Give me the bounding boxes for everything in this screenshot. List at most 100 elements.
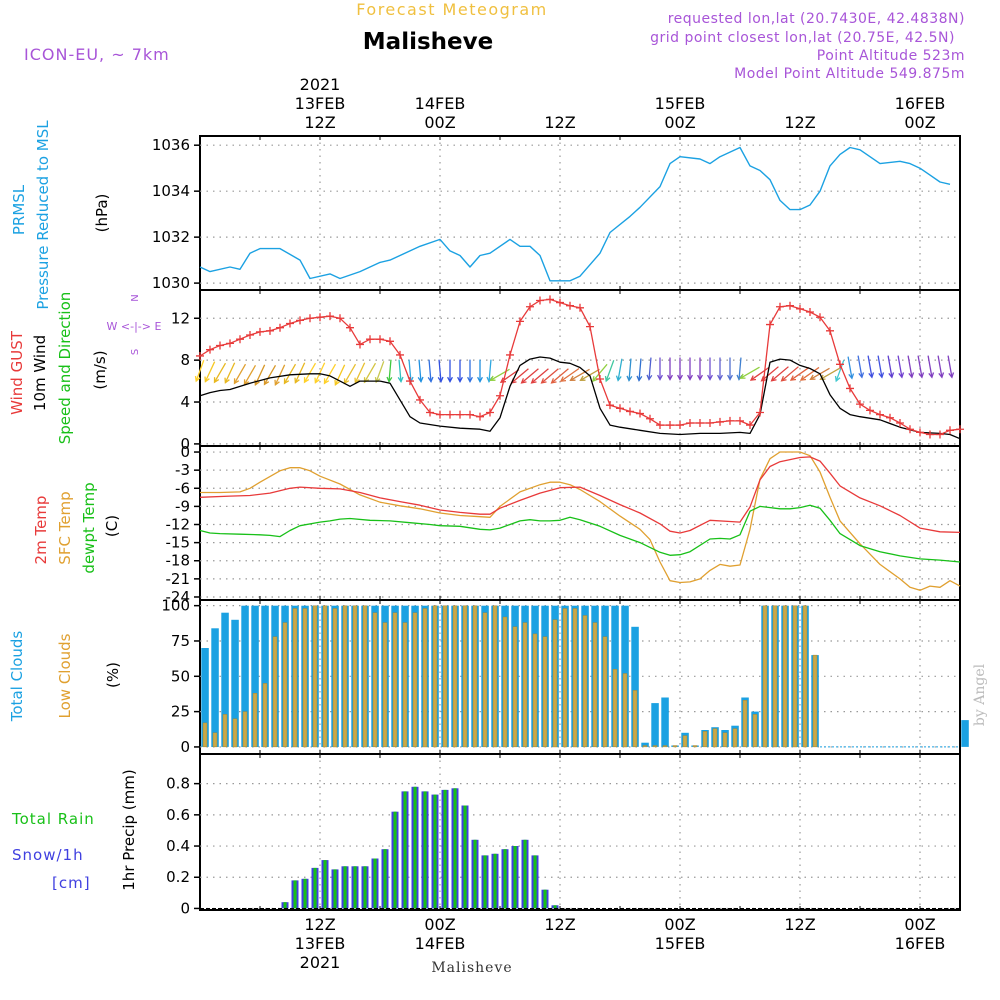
low-cloud-bar [492, 605, 498, 748]
precip-bar [303, 878, 307, 909]
gust-marker [456, 410, 464, 419]
gust-marker [466, 410, 474, 419]
wind-arrow-head [626, 375, 633, 382]
wind-arrow [907, 355, 913, 378]
wind-arrow [343, 363, 357, 384]
pressure-ytick-label: 1034 [152, 182, 190, 200]
low-cloud-bar [332, 608, 338, 748]
low-cloud-bar [372, 612, 378, 748]
precip-bar [483, 855, 487, 909]
gust-marker [736, 416, 744, 425]
temp-ytick-label: -18 [166, 552, 191, 570]
bottom-tick-label: 12Z [304, 915, 335, 934]
wind-arrow-head [437, 376, 444, 383]
label-low-clouds: Low Clouds [56, 633, 74, 718]
precip-bar [383, 849, 387, 909]
wind-arrow-head [799, 375, 807, 381]
station-title: Malisheve [363, 29, 493, 55]
low-cloud-bar [242, 711, 248, 748]
low-cloud-bar [532, 633, 538, 748]
panel-wind: 0 4 8 12 [171, 289, 964, 453]
low-cloud-bar [732, 728, 738, 748]
wind-arrow-head [908, 372, 915, 379]
wind-ytick-label: 0 [180, 435, 190, 453]
gust-marker [696, 418, 704, 427]
gust-marker [246, 331, 254, 340]
low-cloud-bar [342, 605, 348, 748]
panel-temp: 0-3-6-9-12-15-18-21-24 [166, 443, 961, 606]
gust-marker [486, 408, 494, 417]
low-cloud-bar [572, 608, 578, 748]
pressure-ytick-label: 1032 [152, 228, 190, 246]
wind-arrow [438, 359, 442, 382]
wind-arrow [274, 364, 286, 386]
gust-marker [616, 404, 624, 413]
wind-arrow-head [499, 377, 507, 383]
low-cloud-bar [502, 616, 508, 748]
wind-arrow [820, 367, 840, 380]
total-cloud-bar [651, 703, 659, 747]
wind-arrow-head [303, 377, 310, 384]
precip-bar [423, 791, 427, 909]
low-cloud-bar [772, 605, 778, 748]
wind-arrow [398, 359, 402, 382]
precip-bar [363, 866, 367, 909]
gust-marker [826, 326, 834, 335]
total-cloud-bar [661, 697, 669, 747]
gust-marker [206, 345, 214, 354]
low-cloud-bar [742, 700, 748, 748]
wind-arrow [617, 358, 623, 381]
gust-marker [556, 298, 564, 307]
low-cloud-bar [652, 745, 658, 748]
wind-arrow-head [263, 379, 270, 386]
gust-marker [606, 401, 614, 410]
label-10m-wind: 10m Wind [31, 335, 49, 411]
wind-arrow [738, 357, 742, 380]
credit-watermark: by Angel [972, 663, 988, 726]
label-2m-temp: 2m Temp [32, 496, 50, 565]
gust-marker [636, 409, 644, 418]
precip-bar [463, 805, 467, 909]
clouds-ytick-label: 75 [171, 632, 190, 650]
low-cloud-bar [762, 605, 768, 748]
pressure-frame [199, 135, 961, 291]
low-cloud-bar [592, 622, 598, 748]
temp-ytick-label: -12 [166, 516, 191, 534]
total-cloud-bar [201, 648, 209, 747]
low-cloud-bar [512, 626, 518, 748]
total-cloud-bar [961, 720, 969, 747]
label-percent: (%) [104, 662, 122, 688]
low-cloud-bar [362, 605, 368, 748]
low-cloud-bar [432, 605, 438, 748]
wind-arrow-head [417, 376, 424, 383]
gust-marker [956, 425, 964, 434]
wind-arrow [740, 366, 760, 379]
wind-arrow-head [848, 373, 855, 380]
gust-marker [376, 335, 384, 344]
gust-marker [866, 406, 874, 415]
wind-arrow-head [898, 372, 905, 379]
label-ms: (m/s) [91, 350, 109, 389]
wind-arrow-head [928, 372, 935, 379]
low-cloud-bar [222, 714, 228, 748]
wind-arrow-head [520, 378, 527, 384]
precip-bar [413, 786, 417, 909]
wind-arrow-head [646, 374, 653, 381]
precip-bar [493, 853, 497, 909]
low-cloud-bar [552, 619, 558, 748]
gust-marker [716, 417, 724, 426]
gust-marker [546, 295, 554, 304]
wind-arrow [927, 355, 933, 378]
low-cloud-bar [672, 745, 678, 748]
wind-arrow [388, 359, 392, 382]
chart-subtitle: Forecast Meteogram [356, 0, 547, 19]
wind-arrow-head [213, 377, 220, 384]
wind-arrow [303, 362, 317, 383]
wind-arrow-head [727, 374, 733, 381]
gust-marker [786, 301, 794, 310]
low-cloud-bar [562, 608, 568, 748]
label-wind-gust: Wind GUST [8, 330, 26, 415]
gust-marker [686, 418, 694, 427]
gust-marker [756, 408, 764, 417]
wind-arrow-head [334, 379, 340, 387]
